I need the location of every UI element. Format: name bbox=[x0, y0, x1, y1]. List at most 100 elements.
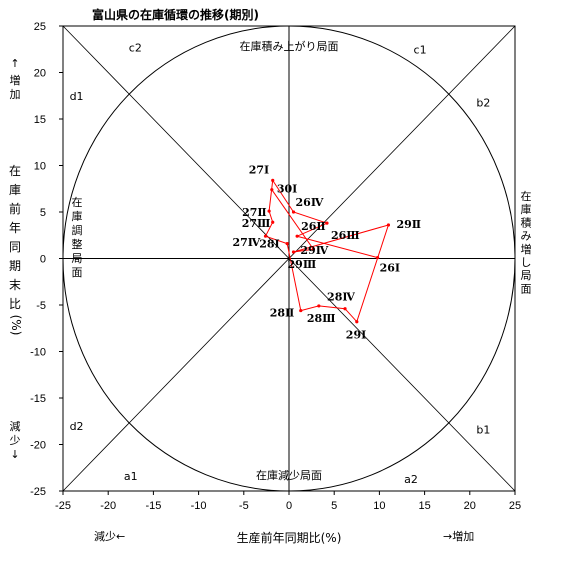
data-point bbox=[317, 304, 321, 308]
region-label: d1 bbox=[70, 90, 84, 103]
y-axis-title-char: 比 bbox=[9, 297, 21, 311]
y-increase-arrow: ↑ bbox=[10, 57, 19, 70]
data-point bbox=[285, 242, 289, 246]
y-axis-title-char: 同 bbox=[9, 240, 21, 254]
data-point-label: 27Ⅱ bbox=[242, 206, 267, 219]
data-point-label: 26Ⅲ bbox=[331, 229, 360, 242]
data-point bbox=[386, 223, 391, 227]
x-tick-label: -10 bbox=[191, 500, 207, 512]
region-label: a2 bbox=[404, 473, 418, 486]
y-tick-label: 5 bbox=[40, 207, 46, 219]
region-label-group: c2 c1 d1 b2 d2 b1 a1 a2 bbox=[70, 41, 491, 486]
chart-title: 富山県の在庫循環の推移(期別) bbox=[92, 7, 259, 22]
data-point-label: 26Ⅰ bbox=[380, 262, 400, 275]
y-decrease-arrow: ↓ bbox=[10, 448, 19, 461]
y-tick-label: 0 bbox=[40, 254, 46, 266]
data-point bbox=[267, 209, 271, 213]
data-point-label: 28Ⅲ bbox=[307, 312, 336, 325]
phase-label-top: 在庫積み上がり局面 bbox=[240, 39, 339, 53]
y-tick-label: 20 bbox=[34, 68, 46, 80]
data-point-label: 30Ⅰ bbox=[277, 183, 297, 196]
phase-label-left-char: 面 bbox=[72, 266, 83, 279]
phase-label-bottom: 在庫減少局面 bbox=[256, 468, 322, 482]
region-label: a1 bbox=[124, 470, 138, 483]
y-tick-label: 15 bbox=[34, 114, 46, 126]
y-tick-label: -10 bbox=[30, 347, 46, 359]
phase-label-right-char: 局 bbox=[521, 269, 532, 282]
y-increase-label-char: 増 bbox=[10, 74, 21, 87]
x-tick-label: 25 bbox=[509, 500, 521, 512]
data-point bbox=[271, 220, 275, 224]
x-tick-label: 5 bbox=[331, 500, 337, 512]
region-label: d2 bbox=[70, 420, 84, 433]
data-point-label: 28Ⅳ bbox=[327, 291, 355, 304]
y-axis-title-unit: (%) bbox=[9, 315, 23, 336]
data-point-label: 26Ⅳ bbox=[296, 196, 324, 209]
y-tick-label: -20 bbox=[30, 440, 46, 452]
y-axis-title-char: 期 bbox=[9, 259, 21, 273]
phase-label-left-char: 局 bbox=[72, 252, 83, 265]
y-axis-title-char: 末 bbox=[9, 278, 21, 292]
y-tick-label: -5 bbox=[36, 300, 46, 312]
data-point bbox=[375, 255, 380, 260]
region-label: c1 bbox=[414, 43, 427, 56]
phase-label-right-char: 庫 bbox=[521, 202, 532, 216]
diagonal-line bbox=[62, 25, 516, 492]
data-point bbox=[271, 178, 275, 182]
data-point-label: 29Ⅲ bbox=[288, 258, 317, 271]
y-axis-title-char: 庫 bbox=[9, 183, 21, 197]
data-point bbox=[270, 188, 274, 192]
x-axis-title-group: 生産前年同期比(%) 減少← →増加 bbox=[94, 529, 474, 545]
y-axis-title-char: 在 bbox=[9, 164, 21, 178]
phase-label-left-char: 庫 bbox=[72, 209, 83, 223]
region-label: b2 bbox=[476, 96, 490, 109]
tick-label-group: -25 -20 -15 -10 -5 0 5 10 15 20 25 25 20 15 10 5 0 -5 -10 -… bbox=[30, 21, 521, 512]
y-tick-label: 25 bbox=[34, 21, 46, 33]
x-tick-label: 10 bbox=[373, 500, 385, 512]
data-point bbox=[295, 234, 299, 238]
phase-label-left-char: 調 bbox=[72, 223, 83, 237]
phase-label-right-char: 増 bbox=[521, 243, 532, 256]
x-axis-title: 生産前年同期比(%) bbox=[237, 530, 342, 545]
phase-label-left-char: 在 bbox=[72, 196, 83, 209]
data-point-label: 29Ⅱ bbox=[396, 218, 421, 231]
region-label: c2 bbox=[129, 41, 142, 54]
data-point bbox=[325, 221, 329, 225]
data-point-label: 28Ⅱ bbox=[270, 307, 295, 320]
x-tick-label: -20 bbox=[100, 500, 116, 512]
data-point bbox=[343, 307, 347, 311]
data-point-label: 29Ⅳ bbox=[300, 244, 328, 257]
x-decrease-label: 減少← bbox=[94, 529, 125, 543]
chart-title-group: 富山県の在庫循環の推移(期別) bbox=[92, 7, 259, 22]
x-tick-label: 0 bbox=[286, 500, 292, 512]
phase-label-right-char: 面 bbox=[521, 282, 532, 295]
y-tick-label: -15 bbox=[30, 393, 46, 405]
data-point bbox=[263, 234, 268, 238]
phase-label-left-char: 整 bbox=[72, 237, 83, 251]
y-axis-title-char: 前 bbox=[9, 201, 21, 216]
data-point bbox=[291, 250, 296, 254]
phase-label-right-char: 積 bbox=[521, 215, 532, 229]
y-decrease-label-char: 減 bbox=[10, 419, 21, 433]
data-point-label: 29Ⅰ bbox=[346, 329, 366, 342]
x-tick-label: 20 bbox=[464, 500, 476, 512]
data-point-label: 26Ⅱ bbox=[301, 220, 326, 233]
x-tick-label: -5 bbox=[239, 500, 249, 512]
phase-label-right-char: し bbox=[521, 256, 532, 269]
data-point-label: 27Ⅲ bbox=[242, 217, 271, 230]
data-point bbox=[291, 210, 296, 214]
y-tick-label: -25 bbox=[30, 486, 46, 498]
data-point-label: 28Ⅰ bbox=[259, 238, 279, 251]
data-point bbox=[355, 320, 359, 324]
x-increase-label: →増加 bbox=[443, 530, 474, 543]
x-tick-label: -15 bbox=[145, 500, 161, 512]
data-point bbox=[299, 308, 303, 313]
x-tick-label: -25 bbox=[55, 500, 71, 512]
y-axis-title-char: 年 bbox=[9, 221, 21, 235]
y-decrease-label-char: 少 bbox=[10, 434, 21, 447]
phase-label-right-char: み bbox=[521, 230, 532, 243]
